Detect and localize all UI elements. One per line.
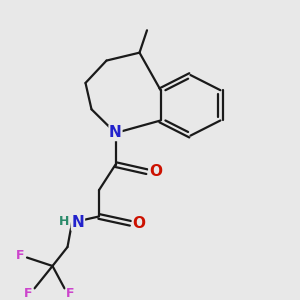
Text: N: N: [72, 215, 84, 230]
Text: F: F: [24, 286, 33, 300]
Text: F: F: [66, 286, 75, 300]
Text: O: O: [149, 164, 162, 179]
Text: H: H: [59, 215, 70, 228]
Text: F: F: [16, 249, 25, 262]
Text: N: N: [109, 125, 122, 140]
Text: O: O: [132, 216, 146, 231]
